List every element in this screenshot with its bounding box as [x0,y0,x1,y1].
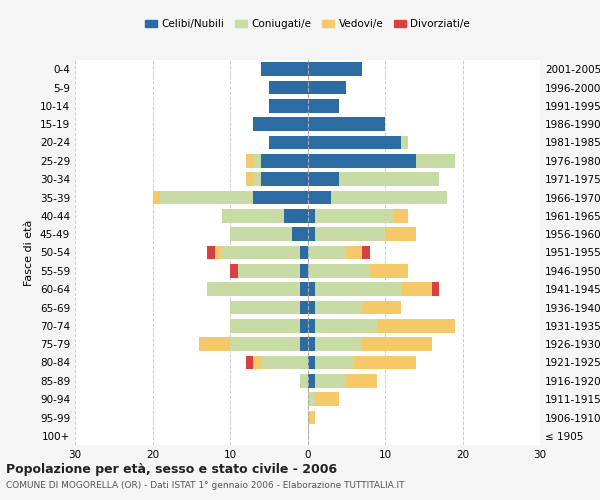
Bar [416,154,455,168]
Bar [269,136,308,149]
Bar [199,338,230,351]
Bar [315,300,362,314]
Bar [152,190,160,204]
Bar [261,172,308,186]
Bar [308,338,315,351]
Bar [346,246,362,260]
Bar [338,172,439,186]
Bar [308,62,362,76]
Text: COMUNE DI MOGORELLA (OR) - Dati ISTAT 1° gennaio 2006 - Elaborazione TUTTITALIA.: COMUNE DI MOGORELLA (OR) - Dati ISTAT 1°… [6,481,404,490]
Bar [308,99,338,112]
Bar [308,246,346,260]
Bar [308,410,315,424]
Bar [245,154,253,168]
Bar [261,154,308,168]
Bar [362,338,431,351]
Bar [331,190,447,204]
Y-axis label: Fasce di età: Fasce di età [25,220,34,286]
Bar [292,228,308,241]
Bar [393,209,408,222]
Bar [230,300,300,314]
Bar [385,228,416,241]
Bar [207,246,215,260]
Bar [245,356,253,370]
Bar [315,228,385,241]
Bar [308,190,331,204]
Bar [308,136,401,149]
Bar [215,246,222,260]
Bar [238,264,300,278]
Bar [315,338,362,351]
Bar [230,338,300,351]
Bar [308,264,370,278]
Bar [230,264,238,278]
Bar [308,392,315,406]
Bar [315,282,401,296]
Bar [207,282,300,296]
Bar [401,136,408,149]
Bar [401,282,431,296]
Bar [354,356,416,370]
Bar [253,154,261,168]
Bar [308,118,385,131]
Bar [308,228,315,241]
Bar [253,190,308,204]
Bar [230,319,300,332]
Bar [253,356,261,370]
Bar [308,172,338,186]
Legend: Celibi/Nubili, Coniugati/e, Vedovi/e, Divorziati/e: Celibi/Nubili, Coniugati/e, Vedovi/e, Di… [140,15,475,34]
Bar [308,80,346,94]
Bar [315,392,338,406]
Bar [315,374,346,388]
Bar [222,209,284,222]
Bar [300,319,308,332]
Bar [315,356,354,370]
Bar [284,209,308,222]
Text: Popolazione per età, sesso e stato civile - 2006: Popolazione per età, sesso e stato civil… [6,462,337,475]
Bar [222,246,300,260]
Bar [362,300,401,314]
Bar [245,172,253,186]
Bar [308,282,315,296]
Bar [370,264,408,278]
Bar [315,209,393,222]
Bar [230,228,292,241]
Bar [362,246,370,260]
Bar [308,154,416,168]
Bar [308,319,315,332]
Bar [300,374,308,388]
Bar [269,80,308,94]
Bar [346,374,377,388]
Bar [300,246,308,260]
Bar [300,264,308,278]
Bar [253,172,261,186]
Bar [300,300,308,314]
Bar [261,356,308,370]
Bar [431,282,439,296]
Bar [300,282,308,296]
Bar [308,300,315,314]
Bar [377,319,455,332]
Bar [269,99,308,112]
Bar [300,338,308,351]
Bar [253,118,308,131]
Bar [315,319,377,332]
Bar [261,62,308,76]
Bar [308,374,315,388]
Bar [308,209,315,222]
Bar [308,356,315,370]
Bar [160,190,253,204]
